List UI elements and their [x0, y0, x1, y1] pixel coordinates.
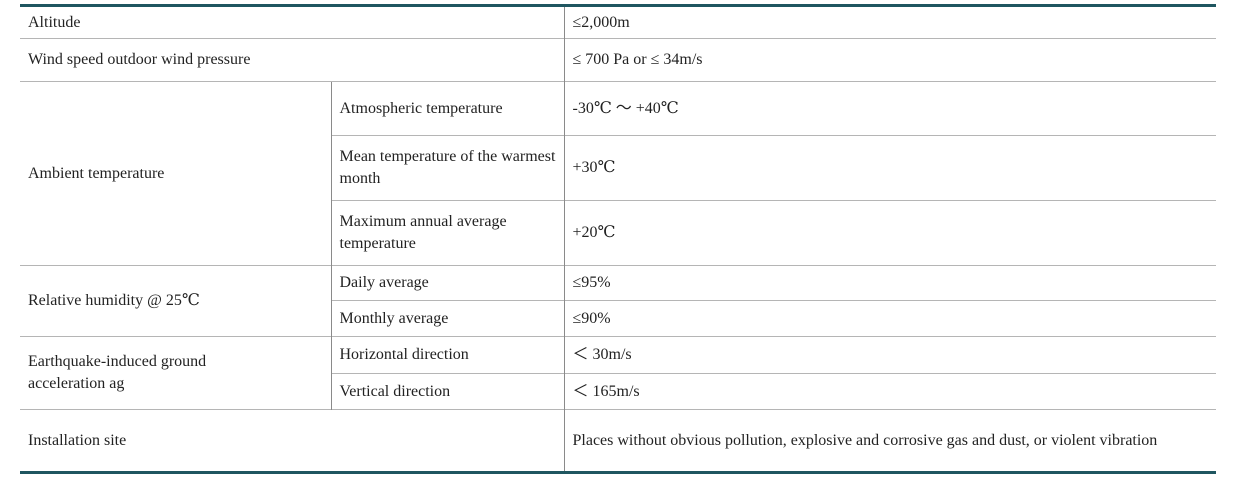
cell: Daily average: [330, 265, 564, 301]
cell: Places without obvious pollution, explos…: [563, 409, 1216, 473]
cell: Atmospheric temperature: [330, 81, 564, 136]
cell: +20℃: [563, 200, 1216, 266]
cell: Altitude: [28, 13, 81, 31]
table-row: Vertical direction ＜ 165m/s: [20, 373, 1216, 410]
table-row: Relative humidity @ 25℃ Daily average ≤9…: [20, 265, 1216, 337]
cell: Wind speed outdoor wind pressure: [20, 38, 564, 82]
cell-text: Maximum annual average temperature: [339, 213, 507, 252]
table-row: Altitude ≤2,000m: [20, 5, 1216, 39]
table-row: Ambient temperature Atmospheric temperat…: [20, 81, 1216, 266]
cell: ＜ 165m/s: [563, 373, 1216, 410]
cell-text: Earthquake-induced ground acceleration a…: [28, 353, 207, 392]
table-row: Wind speed outdoor wind pressure ≤ 700 P…: [20, 38, 1216, 82]
cell: Monthly average: [330, 300, 564, 337]
cell-text: Atmospheric temperature: [339, 99, 503, 117]
cell: Ambient temperature: [20, 81, 331, 266]
table-row: Maximum annual average temperature +20℃: [20, 200, 1216, 266]
cell: Earthquake-induced ground acceleration a…: [20, 336, 331, 410]
cell: Vertical direction: [330, 373, 564, 410]
cell: Maximum annual average temperature: [330, 200, 564, 266]
cell: Horizontal direction: [330, 336, 564, 374]
cell: Installation site: [20, 409, 564, 473]
cell: ≤ 700 Pa or ≤ 34m/s: [563, 38, 1216, 82]
cell: ≤2,000m: [563, 5, 1216, 39]
cell: Mean temperature of the warmest month: [330, 135, 564, 201]
cell: -30℃ ～ +40℃: [563, 81, 1216, 136]
cell: ≤90%: [563, 300, 1216, 337]
table-row: Installation site Places without obvious…: [20, 409, 1216, 473]
cell: Relative humidity @ 25℃: [20, 265, 331, 337]
table-row: Monthly average ≤90%: [20, 300, 1216, 337]
cell: +30℃: [563, 135, 1216, 201]
cell: ≤95%: [563, 265, 1216, 301]
spec-table: Altitude ≤2,000m Wind speed outdoor wind…: [20, 4, 1216, 474]
table-row: Earthquake-induced ground acceleration a…: [20, 336, 1216, 410]
table-row: Mean temperature of the warmest month +3…: [20, 135, 1216, 201]
cell: ＜ 30m/s: [563, 336, 1216, 374]
